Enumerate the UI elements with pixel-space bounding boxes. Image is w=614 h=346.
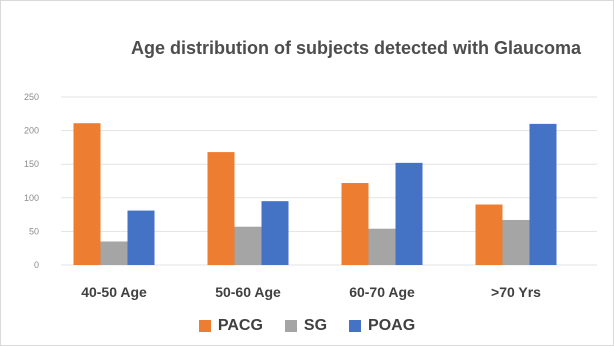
- legend-label: POAG: [368, 317, 416, 334]
- legend-item-poag: POAG: [349, 317, 415, 335]
- x-category-label: 40-50 Age: [81, 284, 147, 300]
- y-tick-label: 150: [24, 159, 39, 169]
- y-tick-label: 100: [24, 193, 39, 203]
- legend: PACG SG POAG: [1, 317, 613, 335]
- bar-pacg-1: [207, 152, 235, 265]
- bar-poag-2: [395, 162, 423, 265]
- x-category-label: 50-60 Age: [215, 284, 281, 300]
- bar-sg-3: [502, 219, 530, 265]
- bar-sg-1: [234, 226, 262, 265]
- y-tick-label: 0: [34, 260, 39, 270]
- x-axis-labels: 40-50 Age 50-60 Age 60-70 Age >70 Yrs: [81, 284, 541, 300]
- y-axis-ticks: 0 50 100 150 200 250: [24, 92, 39, 270]
- bar-poag-0: [127, 210, 155, 265]
- y-tick-label: 250: [24, 92, 39, 102]
- bar-sg-2: [368, 228, 396, 265]
- bar-poag-3: [529, 123, 557, 265]
- legend-swatch: [198, 320, 211, 332]
- x-category-label: >70 Yrs: [491, 284, 541, 300]
- chart-title: Age distribution of subjects detected wi…: [130, 38, 582, 58]
- legend-swatch: [349, 320, 362, 332]
- bar-poag-1: [261, 201, 289, 265]
- y-tick-label: 50: [29, 226, 39, 236]
- bar-sg-0: [100, 241, 128, 265]
- legend-item-pacg: PACG: [198, 317, 263, 335]
- legend-label: SG: [303, 317, 328, 334]
- legend-swatch: [284, 320, 297, 332]
- bar-pacg-2: [341, 183, 369, 265]
- x-category-label: 60-70 Age: [349, 284, 415, 300]
- bar-pacg-0: [73, 123, 101, 265]
- y-tick-label: 200: [24, 126, 39, 136]
- legend-item-sg: SG: [284, 317, 328, 335]
- bar-pacg-3: [475, 204, 503, 265]
- legend-label: PACG: [217, 317, 263, 334]
- bars: [73, 123, 557, 265]
